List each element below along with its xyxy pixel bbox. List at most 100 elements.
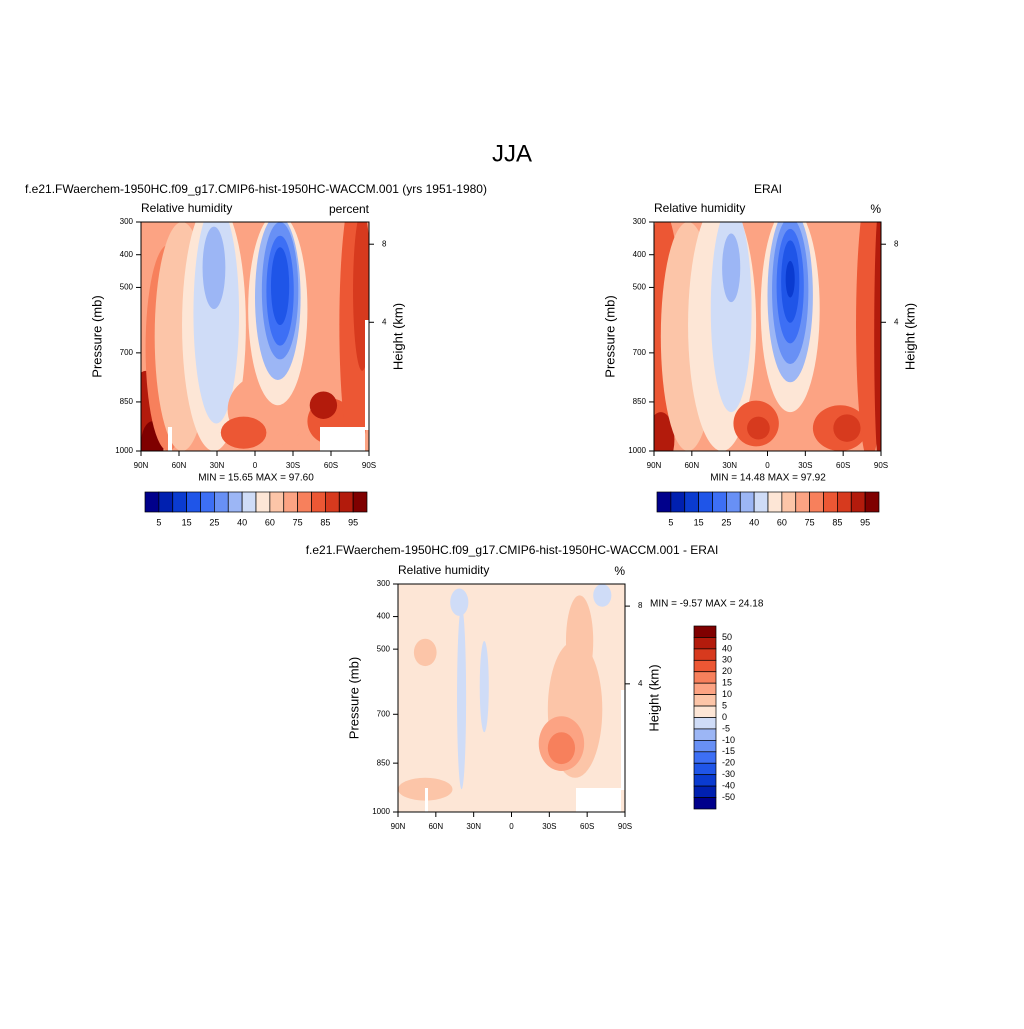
colorbar-label: 95 bbox=[348, 517, 358, 527]
missing-data bbox=[425, 788, 428, 812]
y-tick-label: 1000 bbox=[372, 807, 390, 816]
colorbar-label: 40 bbox=[237, 517, 247, 527]
contour-fill bbox=[565, 595, 594, 687]
colorbar-label: 15 bbox=[722, 678, 732, 688]
colorbar-label: -50 bbox=[722, 792, 735, 802]
y-tick-label: 1000 bbox=[115, 446, 133, 455]
x-tick-label: 30S bbox=[286, 461, 300, 470]
colorbar-box bbox=[693, 637, 717, 650]
y-tick-label: 1000 bbox=[628, 446, 646, 455]
colorbar-label: -10 bbox=[722, 735, 735, 745]
colorbar-box bbox=[850, 491, 866, 513]
colorbar: 5 15 25 40 60 75 85 95 bbox=[144, 491, 368, 527]
colorbar-box bbox=[325, 491, 340, 513]
colorbar-box bbox=[864, 491, 880, 513]
y-tick-label: 400 bbox=[633, 250, 647, 259]
contour-fill bbox=[220, 416, 267, 449]
colorbar-box bbox=[186, 491, 201, 513]
colorbar-box bbox=[712, 491, 727, 513]
missing-data bbox=[365, 320, 369, 430]
colorbar-box bbox=[227, 491, 243, 513]
contour-fill bbox=[270, 247, 290, 326]
colorbar-label: 50 bbox=[722, 632, 732, 642]
colorbar-label: 85 bbox=[320, 517, 330, 527]
y2-tick-label: 8 bbox=[638, 601, 643, 610]
x-tick-label: 30S bbox=[542, 822, 556, 831]
panel: f.e21.FWaerchem-1950HC.f09_g17.CMIP6-his… bbox=[306, 543, 764, 831]
panel-title: f.e21.FWaerchem-1950HC.f09_g17.CMIP6-his… bbox=[25, 182, 487, 196]
x-tick-label: 30S bbox=[798, 461, 812, 470]
colorbar-label: 5 bbox=[722, 700, 727, 710]
x-tick-label: 60S bbox=[324, 461, 338, 470]
colorbar-box bbox=[693, 682, 717, 695]
stats: MIN = 14.48 MAX = 97.92 bbox=[710, 473, 826, 484]
contour-fill bbox=[547, 732, 576, 765]
contour-fill bbox=[202, 226, 226, 310]
x-tick-label: 90N bbox=[134, 461, 149, 470]
y-axis-label: Pressure (mb) bbox=[602, 295, 617, 377]
colorbar-box bbox=[739, 491, 755, 513]
colorbar-box bbox=[693, 751, 717, 764]
contour-fill bbox=[833, 414, 861, 442]
contour-fill bbox=[309, 391, 338, 419]
colorbar-box bbox=[837, 491, 852, 513]
colorbar-label: 60 bbox=[777, 517, 787, 527]
colorbar-label: 95 bbox=[860, 517, 870, 527]
x-tick-label: 30N bbox=[210, 461, 225, 470]
x-tick-label: 60N bbox=[172, 461, 187, 470]
colorbar-box bbox=[172, 491, 187, 513]
colorbar-label: 10 bbox=[722, 689, 732, 699]
y-tick-label: 700 bbox=[633, 348, 647, 357]
colorbar-box bbox=[693, 785, 717, 798]
colorbar-label: 15 bbox=[694, 517, 704, 527]
colorbar-label: 85 bbox=[832, 517, 842, 527]
contour-fill bbox=[593, 584, 612, 607]
stats: MIN = -9.57 MAX = 24.18 bbox=[650, 599, 764, 610]
x-tick-label: 90N bbox=[647, 461, 662, 470]
colorbar-label: 5 bbox=[668, 517, 673, 527]
y-tick-label: 500 bbox=[377, 644, 391, 653]
colorbar-label: 20 bbox=[722, 666, 732, 676]
y-tick-label: 700 bbox=[377, 709, 391, 718]
colorbar-box bbox=[693, 717, 717, 730]
colorbar-box bbox=[753, 491, 769, 513]
x-tick-label: 60S bbox=[580, 822, 594, 831]
colorbar-label: -30 bbox=[722, 769, 735, 779]
contour-field bbox=[141, 222, 369, 451]
y-tick-label: 700 bbox=[120, 348, 134, 357]
colorbar-box bbox=[693, 797, 717, 810]
x-tick-label: 90N bbox=[391, 822, 406, 831]
colorbar-box bbox=[693, 694, 717, 707]
x-tick-label: 60N bbox=[684, 461, 699, 470]
y-tick-label: 850 bbox=[377, 758, 391, 767]
contour-fill bbox=[450, 588, 469, 616]
colorbar: 5 15 25 40 60 75 85 95 bbox=[656, 491, 880, 527]
figure-title: JJA bbox=[492, 140, 532, 167]
subtitle-right: percent bbox=[329, 202, 370, 216]
contour-fill bbox=[785, 260, 795, 298]
colorbar-box bbox=[823, 491, 838, 513]
colorbar-box bbox=[693, 740, 717, 753]
y2-axis-label: Height (km) bbox=[390, 303, 405, 370]
panel-title: ERAI bbox=[754, 182, 782, 196]
colorbar-box bbox=[693, 659, 717, 673]
x-tick-label: 60N bbox=[428, 822, 443, 831]
x-tick-label: 90S bbox=[362, 461, 376, 470]
y-tick-label: 850 bbox=[120, 397, 134, 406]
y-tick-label: 400 bbox=[377, 612, 391, 621]
colorbar-box bbox=[693, 774, 717, 787]
y-tick-label: 300 bbox=[120, 217, 134, 226]
colorbar-box bbox=[781, 491, 797, 513]
colorbar-box bbox=[693, 671, 717, 684]
contour-fill bbox=[710, 222, 752, 413]
colorbar-box bbox=[726, 491, 741, 513]
colorbar-box bbox=[311, 491, 326, 513]
colorbar-box bbox=[809, 491, 824, 513]
colorbar-label: -40 bbox=[722, 781, 735, 791]
y2-tick-label: 8 bbox=[894, 239, 899, 248]
y2-tick-label: 4 bbox=[894, 317, 899, 326]
x-tick-label: 30N bbox=[722, 461, 737, 470]
colorbar-box bbox=[670, 491, 686, 513]
